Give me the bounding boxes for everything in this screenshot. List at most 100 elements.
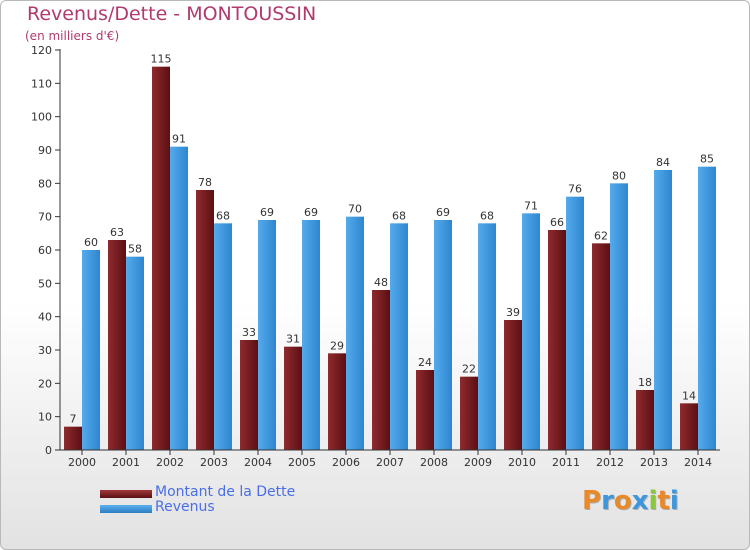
value-label-revenus: 76 (568, 183, 582, 196)
logo-letter: r (601, 486, 614, 516)
bar-revenus (302, 220, 320, 450)
value-label-revenus: 69 (436, 206, 450, 219)
value-label-dette: 24 (418, 356, 432, 369)
value-label-dette: 62 (594, 229, 608, 242)
value-label-revenus: 80 (612, 169, 626, 182)
bar-dette (152, 66, 170, 451)
x-tick-label: 2007 (376, 456, 404, 469)
bar-revenus (610, 183, 628, 451)
y-tick-label: 40 (38, 311, 52, 324)
bar-revenus (698, 166, 716, 450)
bar-revenus (214, 223, 232, 450)
value-label-revenus: 84 (656, 156, 670, 169)
logo-letter: i (669, 486, 679, 516)
bar-dette (64, 426, 82, 450)
value-label-revenus: 68 (392, 209, 406, 222)
logo-letter: t (657, 486, 670, 516)
bar-dette (240, 340, 258, 450)
logo-letter: i (648, 486, 658, 516)
value-label-revenus: 91 (172, 133, 186, 146)
value-label-dette: 22 (462, 363, 476, 376)
bar-dette (372, 290, 390, 450)
value-label-dette: 31 (286, 333, 300, 346)
bar-revenus (522, 213, 540, 450)
y-tick-label: 50 (38, 277, 52, 290)
value-label-dette: 33 (242, 326, 256, 339)
y-tick-label: 0 (45, 444, 52, 457)
bar-revenus (126, 256, 144, 450)
legend-swatch-dette (100, 490, 152, 498)
value-label-revenus: 85 (700, 153, 714, 166)
y-tick-label: 110 (31, 77, 52, 90)
y-tick-label: 120 (31, 44, 52, 57)
x-tick-label: 2002 (156, 456, 184, 469)
x-tick-label: 2005 (288, 456, 316, 469)
value-label-dette: 63 (110, 226, 124, 239)
y-tick-label: 90 (38, 144, 52, 157)
bar-dette (284, 346, 302, 450)
value-label-dette: 66 (550, 216, 564, 229)
bar-revenus (346, 216, 364, 450)
value-label-revenus: 58 (128, 243, 142, 256)
value-label-revenus: 71 (524, 199, 538, 212)
value-label-dette: 78 (198, 176, 212, 189)
y-tick-label: 20 (38, 377, 52, 390)
x-tick-label: 2013 (640, 456, 668, 469)
bar-revenus (170, 146, 188, 450)
x-tick-label: 2001 (112, 456, 140, 469)
bar-revenus (478, 223, 496, 450)
logo-letter: o (613, 486, 632, 516)
value-label-revenus: 70 (348, 203, 362, 216)
chart-title: Revenus/Dette - MONTOUSSIN (27, 3, 317, 25)
legend-label-revenus: Revenus (155, 499, 215, 515)
bar-revenus (434, 220, 452, 450)
value-label-revenus: 69 (304, 206, 318, 219)
bar-dette (680, 403, 698, 450)
x-tick-label: 2011 (552, 456, 580, 469)
y-tick-label: 100 (31, 111, 52, 124)
bar-dette (636, 390, 654, 450)
legend-swatch-revenus (100, 505, 152, 513)
bar-revenus (390, 223, 408, 450)
x-tick-label: 2006 (332, 456, 360, 469)
x-tick-label: 2004 (244, 456, 272, 469)
x-tick-label: 2009 (464, 456, 492, 469)
bar-revenus (566, 196, 584, 450)
value-label-dette: 115 (151, 53, 172, 66)
value-label-revenus: 69 (260, 206, 274, 219)
bar-dette (548, 230, 566, 450)
y-tick-label: 70 (38, 211, 52, 224)
bar-dette (196, 190, 214, 450)
y-tick-label: 80 (38, 177, 52, 190)
y-tick-label: 60 (38, 244, 52, 257)
value-label-dette: 7 (70, 413, 77, 426)
bar-dette (592, 243, 610, 450)
y-tick-label: 30 (38, 344, 52, 357)
legend-label-dette: Montant de la Dette (155, 484, 296, 500)
bar-dette (108, 240, 126, 450)
x-tick-label: 2010 (508, 456, 536, 469)
bar-revenus (654, 170, 672, 450)
chart-subtitle: (en milliers d'€) (25, 29, 120, 43)
value-label-revenus: 60 (84, 236, 98, 249)
y-tick-label: 10 (38, 411, 52, 424)
logo-letter: x (631, 486, 649, 516)
bar-dette (504, 320, 522, 450)
value-label-dette: 14 (682, 389, 696, 402)
bar-revenus (258, 220, 276, 450)
bar-dette (460, 376, 478, 450)
logo-letter: P (582, 486, 602, 516)
value-label-revenus: 68 (480, 209, 494, 222)
x-tick-label: 2014 (684, 456, 712, 469)
x-tick-label: 2000 (68, 456, 96, 469)
value-label-dette: 48 (374, 276, 388, 289)
value-label-dette: 39 (506, 306, 520, 319)
x-tick-label: 2008 (420, 456, 448, 469)
x-tick-label: 2003 (200, 456, 228, 469)
x-tick-label: 2012 (596, 456, 624, 469)
value-label-dette: 18 (638, 376, 652, 389)
value-label-dette: 29 (330, 339, 344, 352)
proxiti-logo: Proxiti (582, 486, 679, 516)
value-label-revenus: 68 (216, 209, 230, 222)
